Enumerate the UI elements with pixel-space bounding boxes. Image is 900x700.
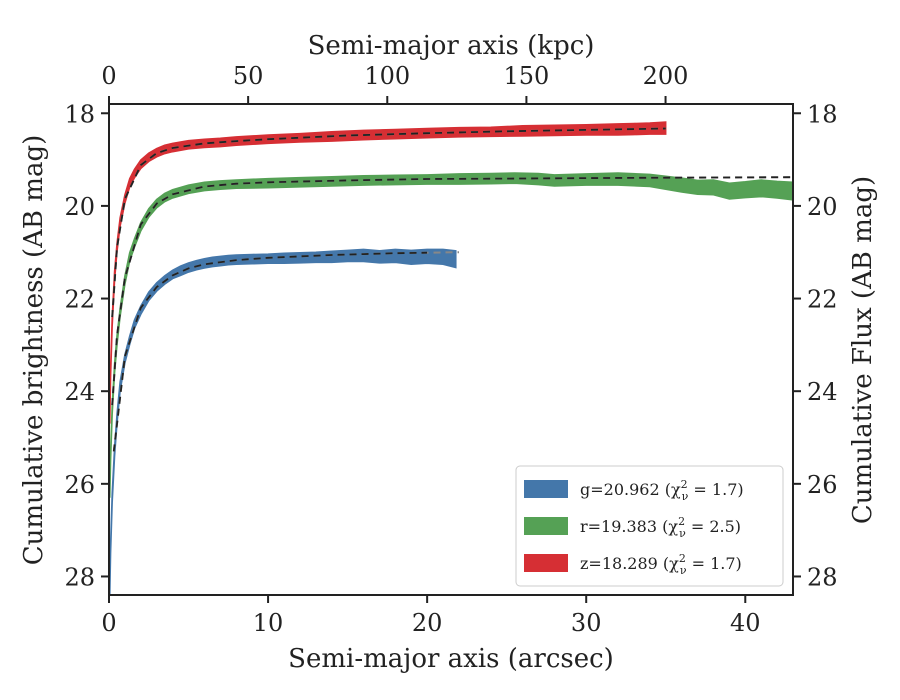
right-y-tick-label: 18 bbox=[807, 100, 838, 128]
y-tick-label: 26 bbox=[64, 471, 95, 499]
series-band-g bbox=[109, 248, 457, 595]
y-tick-label: 22 bbox=[64, 286, 95, 314]
y-tick-label: 20 bbox=[64, 193, 95, 221]
model-curve-extended-z bbox=[111, 127, 666, 318]
right-y-tick-label: 22 bbox=[807, 286, 838, 314]
x-tick-label: 0 bbox=[101, 609, 116, 637]
x-tick-label: 40 bbox=[730, 609, 761, 637]
y-tick-label: 18 bbox=[64, 100, 95, 128]
x-axis-title: Semi-major axis (arcsec) bbox=[288, 644, 614, 674]
top-x-tick-label: 0 bbox=[101, 62, 116, 90]
x-tick-label: 10 bbox=[253, 609, 284, 637]
series-band-r bbox=[109, 172, 793, 498]
top-x-tick-label: 50 bbox=[233, 62, 264, 90]
x-tick-label: 30 bbox=[571, 609, 602, 637]
top-x-axis-title: Semi-major axis (kpc) bbox=[308, 31, 595, 61]
top-x-tick-label: 100 bbox=[364, 62, 410, 90]
top-x-tick-label: 200 bbox=[643, 62, 689, 90]
model-curve-z bbox=[111, 127, 666, 318]
model-curve-r bbox=[111, 176, 793, 406]
model-curve-g bbox=[112, 251, 428, 452]
model-curve-extended-r bbox=[111, 176, 793, 406]
legend: g=20.962 (χ2 ν = 1.7) r=19.383 (χ2 ν = 2.5)… bbox=[515, 465, 784, 587]
series-band-z bbox=[109, 121, 667, 424]
y-tick-label: 28 bbox=[64, 563, 95, 591]
plot-frame bbox=[108, 103, 794, 596]
legend-label-r: r=19.383 (χ2 ν = 2.5) bbox=[580, 515, 741, 540]
y-axis-title: Cumulative brightness (AB mag) bbox=[19, 135, 49, 566]
axes-layer: 0 10 20 30 40 0 50 100 150 200 18 18 20 20 22 22 24 24 26 2… bbox=[64, 62, 837, 637]
right-y-tick-label: 24 bbox=[807, 378, 838, 406]
right-y-axis-title: Cumulative Flux (AB mag) bbox=[848, 176, 878, 524]
legend-label-g: g=20.962 (χ2 ν = 1.7) bbox=[580, 478, 744, 503]
model-layer bbox=[111, 127, 793, 452]
right-y-tick-label: 26 bbox=[807, 471, 838, 499]
right-y-tick-label: 20 bbox=[807, 193, 838, 221]
legend-swatch-g bbox=[524, 480, 568, 498]
y-tick-label: 24 bbox=[64, 378, 95, 406]
x-tick-label: 20 bbox=[412, 609, 443, 637]
legend-swatch-r bbox=[524, 517, 568, 535]
top-x-tick-label: 150 bbox=[504, 62, 550, 90]
legend-swatch-z bbox=[524, 554, 568, 572]
right-y-tick-label: 28 bbox=[807, 563, 838, 591]
series-layer bbox=[109, 121, 793, 595]
legend-box bbox=[515, 465, 784, 587]
legend-label-z: z=18.289 (χ2 ν = 1.7) bbox=[580, 552, 742, 577]
